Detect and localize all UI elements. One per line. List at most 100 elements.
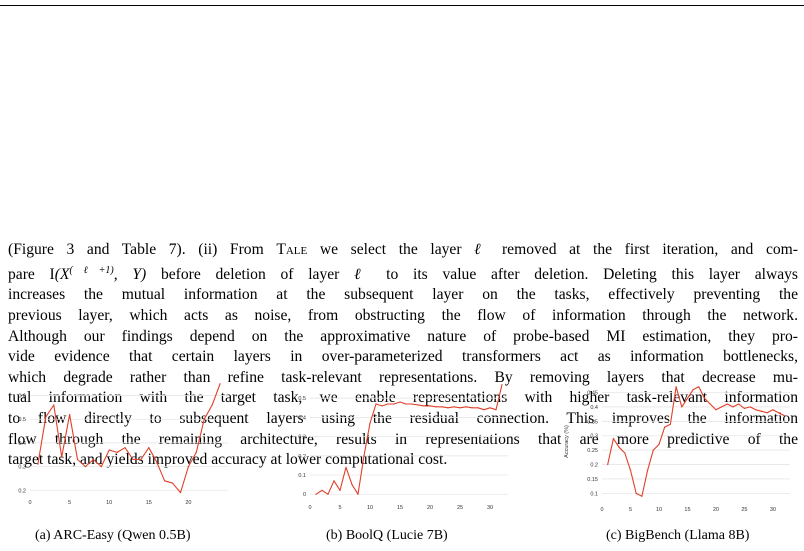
data-point [783,414,785,417]
data-point [646,469,649,471]
data-point [703,397,706,399]
data-point [187,465,189,468]
x-tick-label: 0 [600,507,603,513]
y-tick-label: 0.2 [590,463,598,469]
data-point [69,413,71,416]
data-point [629,469,632,471]
data-point [732,406,734,408]
data-point [333,480,335,482]
mutual-information-expression: (X(ℓ+1), Y) [54,264,147,283]
y-tick-label: 0.3 [18,465,26,471]
y-tick-label: 0.35 [587,419,598,425]
data-point [92,458,94,461]
data-point [618,446,620,448]
data-point [755,409,757,411]
data-point [652,449,654,451]
data-point [641,495,643,497]
data-point [393,403,395,405]
data-point [140,458,142,461]
data-point [766,412,768,414]
data-point [664,426,666,428]
data-point [339,489,341,491]
x-tick-label: 20 [713,507,719,513]
chart-b-svg: 0 0.1 0.2 0.3 0.4 0.5 0 5 10 15 20 25 30 [298,384,508,511]
data-point [132,458,134,461]
data-point [681,406,683,408]
data-point [675,386,677,388]
y-tick-label: 0.1 [590,491,598,497]
paragraph-line-7: which degrade rather than refine task-re… [8,368,798,386]
x-tick-label: 10 [367,505,373,511]
data-point [45,416,47,418]
data-point [61,456,63,458]
data-point [179,492,182,494]
data-point [369,422,371,424]
data-point [612,438,614,440]
x-tick-label: 15 [146,500,152,506]
figure-c-bigbench: 0.1 0.15 0.2 0.25 0.3 0.35 0.4 0.45 0 5 10 15 20 25 30… [560,375,790,513]
x-tick-label: 5 [68,500,71,506]
data-point [772,409,774,411]
data-point [459,407,461,409]
y-tick-label: 0.1 [298,473,306,479]
data-point [203,418,205,420]
data-point [447,407,449,409]
caption-a: (a) ARC-Easy (Qwen 0.5B) [35,528,191,543]
x-tick-label: 20 [427,505,433,511]
data-point [483,409,485,411]
data-point [749,406,751,408]
data-point [411,403,413,405]
paragraph-line-2: pare I(X(ℓ+1), Y) before deletion of lay… [8,264,798,283]
y-tick-label: 0.2 [298,454,306,460]
paragraph-line-4: previous layer, which acts as noise, fro… [8,306,798,324]
data-point [387,403,389,405]
x-tick-label: 10 [656,507,662,513]
data-point [495,409,497,411]
data-point [381,405,383,407]
data-point [211,404,213,406]
data-point [435,406,437,408]
data-point [453,406,455,408]
data-point [100,465,102,468]
data-point [164,480,166,482]
data-point [195,451,197,453]
tale-method-name: Tale [276,241,308,258]
chart-a-svg: 0.2 0.3 0.4 0.5 0.6 0 5 10 15 20 [18,383,228,506]
data-point [692,389,694,391]
data-point [607,463,609,466]
x-tick-label: 15 [684,507,690,513]
data-point [715,409,717,411]
data-point [148,447,150,449]
y-tick-label: 0.3 [298,435,306,441]
y-tick-label: 0.4 [18,441,26,447]
y-tick-label: 0.5 [18,417,26,423]
paragraph-line-11: target task, and yields improved accurac… [8,451,448,469]
figure-b-boolq: 0 0.1 0.2 0.3 0.4 0.5 0 5 10 15 20 25 30 [290,375,510,513]
data-point [405,403,407,405]
data-point [726,403,728,405]
data-point [743,407,746,409]
data-point [124,447,126,449]
data-point [658,443,660,445]
data-point [429,405,431,407]
x-tick-label: 25 [741,507,747,513]
page-top-rule [0,5,804,6]
data-point [327,493,329,495]
x-tick-label: 30 [770,507,776,513]
chart-c-svg: 0.1 0.15 0.2 0.25 0.3 0.35 0.4 0.45 0 5 10 15 20 25 30… [564,386,790,513]
x-tick-label: 0 [28,500,31,506]
y-tick-label: 0.5 [298,396,306,402]
x-tick-label: 10 [106,500,112,506]
data-point [760,410,763,412]
x-tick-label: 5 [629,507,632,513]
data-point [363,455,365,457]
y-tick-label: 0 [303,492,306,498]
y-tick-label: 0.3 [590,434,598,440]
data-point [477,407,479,409]
paragraph-line-5: Although our findings depend on the appr… [8,327,798,345]
data-point [399,401,401,403]
data-point [738,403,740,405]
y-tick-label: 0.4 [590,405,598,411]
caption-b: (b) BoolQ (Lucie 7B) [326,528,448,543]
data-point [624,452,626,454]
